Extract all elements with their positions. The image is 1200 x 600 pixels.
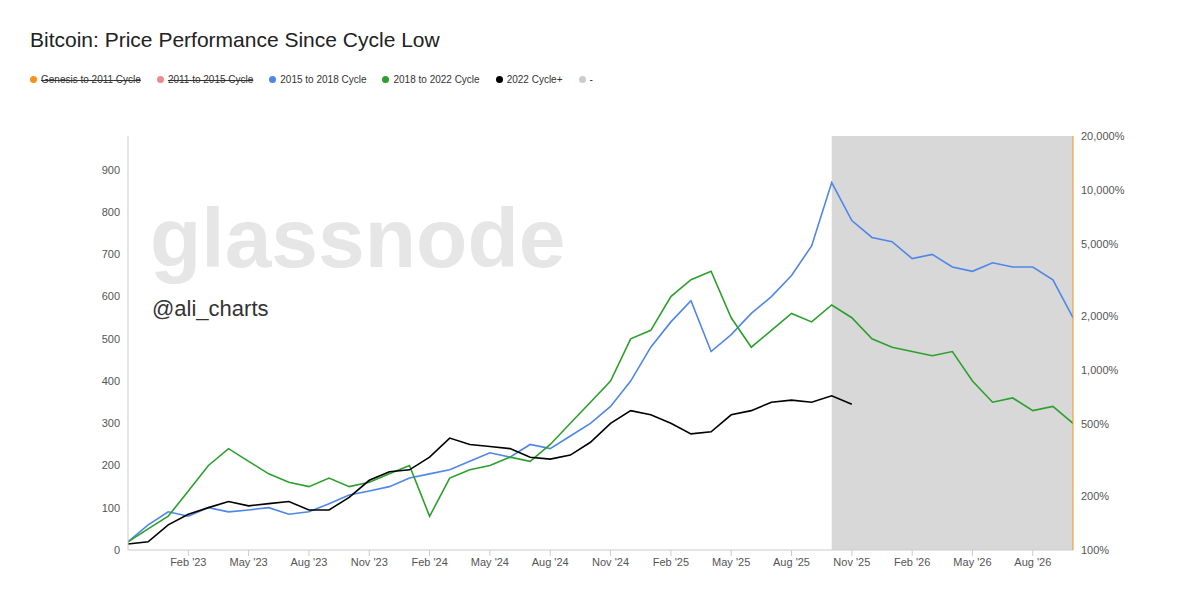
svg-text:600: 600 bbox=[102, 290, 120, 302]
html-text:2022 Cycle+: 2022 Cycle+ bbox=[506, 74, 563, 85]
svg-text:May '26: May '26 bbox=[953, 556, 991, 568]
svg-text:Feb '25: Feb '25 bbox=[653, 556, 689, 568]
svg-text:1,000%: 1,000% bbox=[1081, 364, 1119, 376]
svg-text:Feb '26: Feb '26 bbox=[894, 556, 930, 568]
svg-text:200: 200 bbox=[102, 459, 120, 471]
html-text:Genesis to 2011 Cycle: Genesis to 2011 Cycle bbox=[41, 74, 141, 85]
svg-text:0: 0 bbox=[114, 544, 120, 556]
svg-text:5,000%: 5,000% bbox=[1081, 238, 1119, 250]
html-text:2015 to 2018 Cycle: 2015 to 2018 Cycle bbox=[280, 74, 367, 85]
svg-text:400: 400 bbox=[102, 375, 120, 387]
svg-text:500: 500 bbox=[102, 333, 120, 345]
svg-text:700: 700 bbox=[102, 248, 120, 260]
svg-text:May '23: May '23 bbox=[230, 556, 268, 568]
svg-text:May '24: May '24 bbox=[471, 556, 509, 568]
svg-text:Feb '23: Feb '23 bbox=[170, 556, 206, 568]
html-text:2018 to 2022 Cycle: 2018 to 2022 Cycle bbox=[393, 74, 480, 85]
html-text:Bitcoin: Price Performance Sin: Bitcoin: Price Performance Since Cycle L… bbox=[30, 28, 440, 51]
svg-text:300: 300 bbox=[102, 417, 120, 429]
svg-text:2,000%: 2,000% bbox=[1081, 310, 1119, 322]
html-text:glassnode: glassnode bbox=[150, 191, 566, 285]
svg-text:Aug '23: Aug '23 bbox=[290, 556, 327, 568]
svg-text:900: 900 bbox=[102, 164, 120, 176]
svg-text:200%: 200% bbox=[1081, 490, 1109, 502]
svg-text:500%: 500% bbox=[1081, 418, 1109, 430]
svg-text:Nov '23: Nov '23 bbox=[351, 556, 388, 568]
html-text:2011 to 2015 Cycle: 2011 to 2015 Cycle bbox=[167, 74, 254, 85]
html-text:@ali_charts: @ali_charts bbox=[152, 296, 269, 321]
svg-text:Nov '25: Nov '25 bbox=[833, 556, 870, 568]
svg-text:Aug '26: Aug '26 bbox=[1014, 556, 1051, 568]
svg-text:100: 100 bbox=[102, 502, 120, 514]
svg-text:10,000%: 10,000% bbox=[1081, 184, 1125, 196]
svg-text:20,000%: 20,000% bbox=[1081, 130, 1125, 142]
svg-text:Aug '24: Aug '24 bbox=[532, 556, 569, 568]
svg-text:May '25: May '25 bbox=[712, 556, 750, 568]
svg-text:Nov '24: Nov '24 bbox=[592, 556, 629, 568]
svg-text:100%: 100% bbox=[1081, 544, 1109, 556]
svg-text:Feb '24: Feb '24 bbox=[411, 556, 447, 568]
svg-text:800: 800 bbox=[102, 206, 120, 218]
svg-text:Aug '25: Aug '25 bbox=[773, 556, 810, 568]
